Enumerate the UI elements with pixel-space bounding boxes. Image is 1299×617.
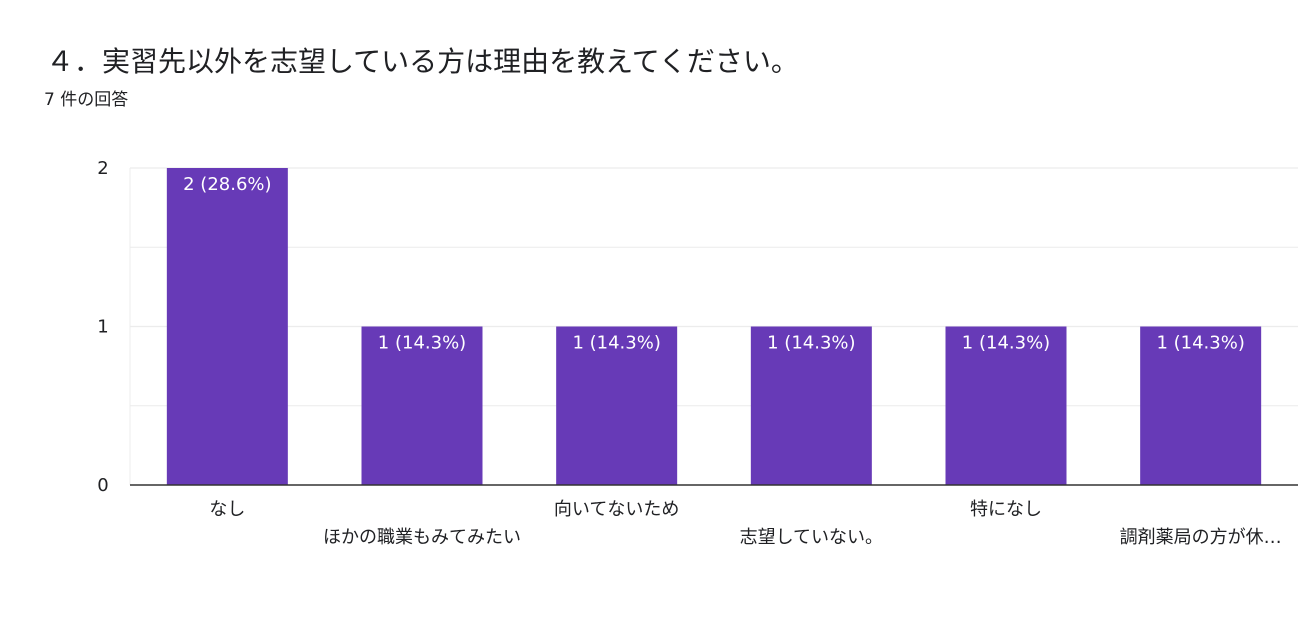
y-tick-label: 2 — [97, 158, 108, 179]
x-category-label: 志望していない。 — [740, 527, 883, 548]
bar — [750, 326, 872, 485]
bar — [556, 326, 678, 485]
y-tick-label: 1 — [97, 317, 108, 338]
y-tick-label: 0 — [97, 475, 108, 496]
x-category-label: なし — [209, 499, 245, 520]
bar — [1140, 326, 1262, 485]
x-category-label: ほかの職業もみてみたい — [323, 527, 521, 548]
response-count: 7 件の回答 — [44, 90, 129, 110]
bar-data-label: 1 (14.3%) — [572, 333, 660, 354]
bar — [166, 168, 288, 485]
x-category-label: 調剤薬局の方が休… — [1120, 527, 1282, 548]
bar-data-label: 1 (14.3%) — [962, 333, 1050, 354]
bar-data-label: 1 (14.3%) — [767, 333, 855, 354]
bar-data-label: 2 (28.6%) — [183, 174, 271, 195]
bar — [945, 326, 1067, 485]
x-category-label: 向いてないため — [554, 499, 679, 520]
question-title: ４．実習先以外を志望している方は理由を教えてください。 — [46, 45, 799, 78]
x-category-label: 特になし — [970, 499, 1042, 520]
bar — [361, 326, 483, 485]
bar-data-label: 1 (14.3%) — [378, 333, 466, 354]
bar-data-label: 1 (14.3%) — [1156, 333, 1244, 354]
